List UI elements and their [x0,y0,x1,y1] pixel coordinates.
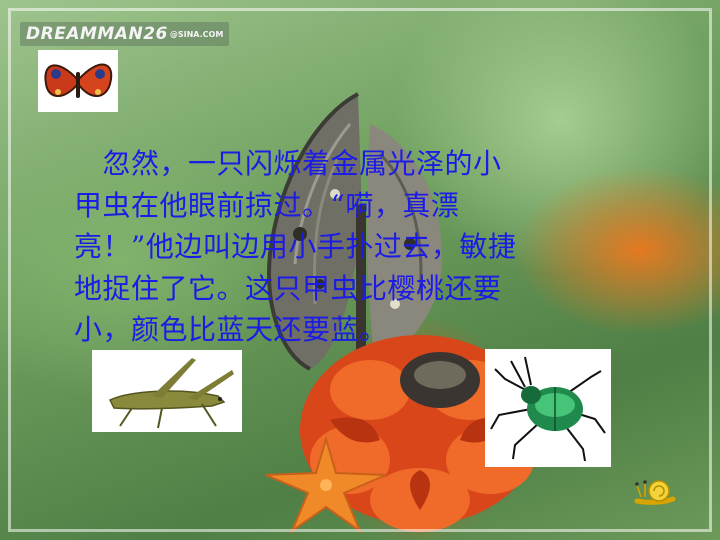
beetle-thumbnail [485,349,611,467]
butterfly-icon [38,50,118,112]
starfish-icon [262,435,390,535]
story-paragraph: 忽然，一只闪烁着金属光泽的小 甲虫在他眼前掠过。“嗬，真漂 亮！”他边叫边用小手… [74,143,634,351]
site-logo: DREAMMAN26 @SINA.COM [20,22,229,46]
butterfly-thumbnail [38,50,118,112]
beetle-icon [485,349,611,467]
grasshopper-thumbnail [92,350,242,432]
story-line-1: 忽然，一只闪烁着金属光泽的小 [74,143,634,185]
story-line-2: 甲虫在他眼前掠过。“嗬，真漂 [74,185,634,227]
grasshopper-icon [92,350,242,432]
story-line-3: 亮！”他边叫边用小手扑过去，敏捷 [74,226,634,268]
story-line-5: 小，颜色比蓝天还要蓝。 [74,309,634,351]
logo-text: DREAMMAN26 [26,24,168,44]
snail-icon [633,477,677,507]
logo-subtext: @SINA.COM [170,30,223,39]
story-line-4: 地捉住了它。这只甲虫比樱桃还要 [74,268,634,310]
